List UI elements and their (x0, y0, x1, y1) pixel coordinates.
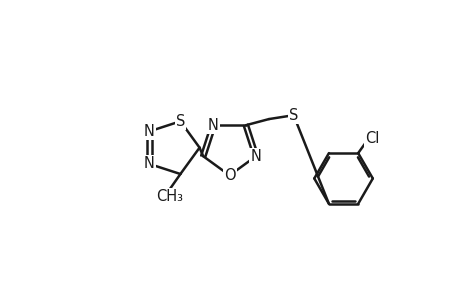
Text: N: N (144, 156, 155, 171)
Text: Cl: Cl (364, 131, 378, 146)
Text: CH₃: CH₃ (156, 189, 183, 204)
Text: O: O (223, 168, 235, 183)
Text: N: N (207, 118, 218, 133)
Text: N: N (144, 124, 155, 139)
Text: N: N (250, 149, 261, 164)
Text: S: S (175, 114, 185, 129)
Text: S: S (288, 108, 298, 123)
